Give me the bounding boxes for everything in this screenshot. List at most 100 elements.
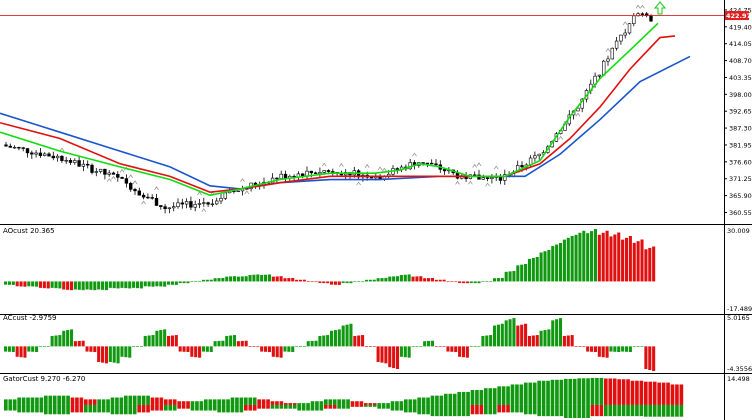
gator-upper-bar	[461, 391, 466, 405]
gator-upper-bar	[208, 399, 213, 405]
gator-lower-bar	[386, 404, 390, 409]
gator-upper-bar	[355, 401, 359, 405]
ac-bar	[314, 340, 318, 347]
ao-bar	[15, 281, 19, 287]
ao-bar	[252, 274, 256, 282]
ao-bar	[198, 281, 202, 283]
gator-lower-bar	[150, 404, 155, 411]
ao-bar	[384, 277, 388, 282]
candle	[4, 141, 8, 147]
ao-bar	[566, 237, 570, 282]
ac-bar	[586, 346, 590, 352]
gator-upper-bar	[532, 382, 537, 405]
ac-bar	[357, 335, 361, 347]
gator-upper-bar	[541, 380, 546, 405]
gator-lower-bar	[208, 404, 213, 411]
ac-bar	[264, 346, 268, 352]
gator-upper-bar	[581, 378, 586, 405]
gator-lower-bar	[221, 404, 226, 413]
gator-lower-bar	[186, 404, 190, 409]
price-axis: 424.75 419.40 414.05 408.70 403.35 398.00 392.…	[724, 6, 752, 217]
main-price-pane[interactable]	[0, 1, 724, 214]
gator-lower-bar	[97, 404, 101, 413]
candle	[485, 177, 490, 182]
ac-bar	[593, 346, 597, 353]
candle	[150, 194, 154, 200]
ac-indicator-pane[interactable]	[4, 318, 656, 371]
ac-bar	[442, 346, 446, 347]
gator-lower-bar	[501, 404, 506, 413]
candle	[210, 199, 215, 207]
ao-bar	[621, 239, 625, 282]
gator-upper-bar	[61, 395, 66, 405]
candle	[236, 190, 240, 193]
gator-upper-bar	[195, 401, 199, 405]
ao-bar	[539, 252, 543, 282]
gator-upper-bar	[75, 397, 79, 405]
ao-bar	[617, 232, 621, 282]
gator-upper-bar	[217, 399, 221, 405]
ao-bar	[605, 230, 609, 282]
ao-bar	[562, 239, 566, 282]
ao-bar	[628, 236, 632, 282]
gator-lower-bar	[319, 404, 324, 411]
price-tick-label: 371.25	[729, 175, 752, 183]
ac-bar	[333, 330, 337, 347]
ao-bar	[330, 281, 334, 285]
ac-bar	[555, 319, 559, 347]
gator-upper-bar	[39, 397, 44, 405]
gator-lower-bar	[466, 404, 470, 417]
ac-bar	[7, 346, 11, 352]
candle	[434, 159, 438, 166]
fractal-marker-icon	[476, 162, 482, 167]
gator-indicator-pane[interactable]	[4, 377, 684, 418]
fractal-marker-icon	[640, 4, 645, 9]
candle-body-down	[313, 172, 318, 174]
ao-bar	[597, 234, 601, 282]
candle-body-down	[47, 153, 51, 157]
gator-upper-bar	[546, 380, 550, 405]
candle	[55, 154, 60, 162]
ac-bar	[403, 346, 407, 358]
gator-upper-bar	[492, 388, 497, 405]
gator-lower-bar	[426, 404, 430, 415]
fractal-marker-icon	[468, 180, 473, 185]
gator-upper-bar	[84, 399, 88, 405]
alligator-teeth-line	[0, 35, 676, 193]
ao-bar	[578, 232, 582, 282]
ao-bar	[644, 249, 648, 282]
candle-body-down	[86, 163, 90, 166]
candle-body-up	[12, 146, 17, 149]
gator-lower-bar	[84, 404, 88, 413]
ac-bar	[450, 346, 454, 352]
price-tick-label: 365.90	[729, 192, 752, 200]
up-arrow-signal-icon	[653, 1, 667, 15]
gator-upper-bar	[297, 403, 301, 405]
candle	[154, 193, 159, 206]
gator-lower-bar	[390, 404, 395, 411]
ao-bar	[178, 281, 182, 284]
ac-bar	[430, 340, 434, 347]
gator-lower-bar	[88, 404, 93, 413]
gator-lower-bar	[101, 404, 106, 413]
gator-upper-bar	[190, 401, 195, 405]
ao-bar	[62, 281, 66, 290]
gator-lower-bar	[195, 404, 199, 411]
candle	[25, 148, 30, 158]
ao-indicator-pane[interactable]	[4, 229, 656, 291]
gator-lower-bar	[377, 404, 381, 409]
gator-lower-bar	[350, 404, 355, 407]
candle-body-down	[331, 171, 335, 173]
candle-body-up	[533, 155, 537, 159]
gator-upper-bar	[666, 382, 670, 405]
candle	[68, 158, 73, 166]
gator-upper-bar	[319, 401, 324, 405]
gator-lower-bar	[452, 404, 457, 417]
ac-bar	[640, 346, 644, 347]
ac-bar	[306, 341, 310, 347]
gator-upper-bar	[199, 401, 204, 405]
candle	[640, 12, 645, 17]
ao-bar	[632, 242, 636, 282]
